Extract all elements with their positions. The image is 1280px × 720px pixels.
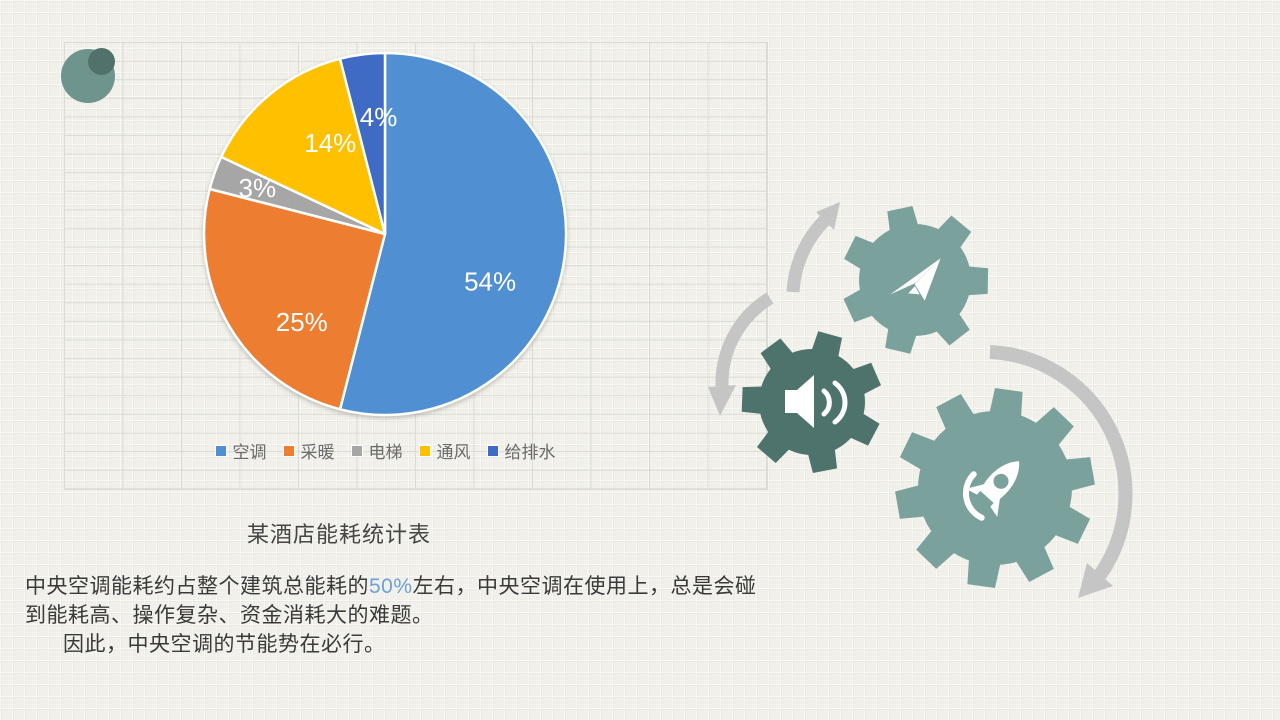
pie-slice-采暖 [202, 187, 387, 411]
pie-slice-通风 [219, 57, 387, 236]
curved-arrow-top [786, 202, 840, 293]
logo-circle-small [88, 48, 115, 75]
legend-swatch [282, 444, 295, 457]
curved-arrow-top-line [786, 215, 830, 293]
body-line-3: 因此，中央空调的节能势在必行。 [63, 633, 386, 656]
legend-item-电梯: 电梯 [350, 438, 403, 463]
pie-slice-label: 25% [276, 307, 328, 337]
gears-decoration [708, 202, 1133, 598]
body-text: 中央空调能耗约占整个建筑总能耗的50%左右，中央空调在使用上，总是会碰 到能耗高… [25, 572, 865, 659]
curved-arrow-right-line [989, 345, 1133, 579]
pie-chart-svg: 54% 25% 3% 14%4% [202, 51, 568, 417]
chart-legend: 空调 采暖 电梯 通风 给排水 [180, 438, 590, 463]
curved-arrow-right-head [1078, 563, 1113, 598]
pie-chart: 54% 25% 3% 14% 4% 空调 采暖 电梯 通风 给排水 [180, 42, 590, 466]
legend-label: 空调 [232, 443, 267, 462]
rocket-icon [962, 461, 1020, 521]
body-line-2: 到能耗高、操作复杂、资金消耗大的难题。 [25, 604, 434, 627]
logo-circles [61, 48, 121, 104]
speaker-gear [741, 331, 881, 473]
curved-arrow-right [989, 345, 1133, 598]
legend-label: 给排水 [504, 443, 556, 462]
legend-item-通风: 通风 [418, 438, 471, 463]
pie-slice-空调 [338, 51, 568, 417]
pie-slice-label: 54% [464, 266, 516, 296]
gear-teeth [843, 206, 989, 354]
legend-swatch [486, 444, 499, 457]
speaker-icon [785, 375, 848, 428]
legend-item-空调: 空调 [214, 438, 267, 463]
body-line1-suffix: 左右，中央空调在使用上，总是会碰 [412, 575, 757, 598]
paper-plane-gear [843, 206, 989, 354]
legend-label: 通风 [436, 443, 471, 462]
legend-label: 采暖 [300, 443, 335, 462]
legend-label: 电梯 [368, 443, 403, 462]
legend-swatch [350, 444, 363, 457]
rocket-gear [895, 388, 1095, 588]
legend-swatch [418, 444, 431, 457]
curved-arrow-left-line [715, 292, 774, 387]
gear-teeth [741, 331, 881, 473]
body-line1-prefix: 中央空调能耗约占整个建筑总能耗的 [25, 575, 369, 598]
pie-slice-label: 14% [304, 128, 356, 158]
body-highlight-50pct: 50% [369, 575, 413, 598]
body-line-1: 中央空调能耗约占整个建筑总能耗的50%左右，中央空调在使用上，总是会碰 [25, 572, 865, 601]
curved-arrow-left-head [708, 385, 736, 416]
pie-slices [202, 51, 568, 417]
legend-item-给排水: 给排水 [486, 438, 556, 463]
pie-slice-label: 3% [239, 173, 277, 203]
legend-swatch [214, 444, 227, 457]
curved-arrow-left [708, 292, 774, 416]
curved-arrow-top-head [816, 202, 840, 230]
legend-item-采暖: 采暖 [282, 438, 335, 463]
pie-slice-给排水 [338, 51, 387, 236]
pie-slice-label: 4% [360, 102, 398, 132]
chart-title: 某酒店能耗统计表 [247, 522, 432, 547]
